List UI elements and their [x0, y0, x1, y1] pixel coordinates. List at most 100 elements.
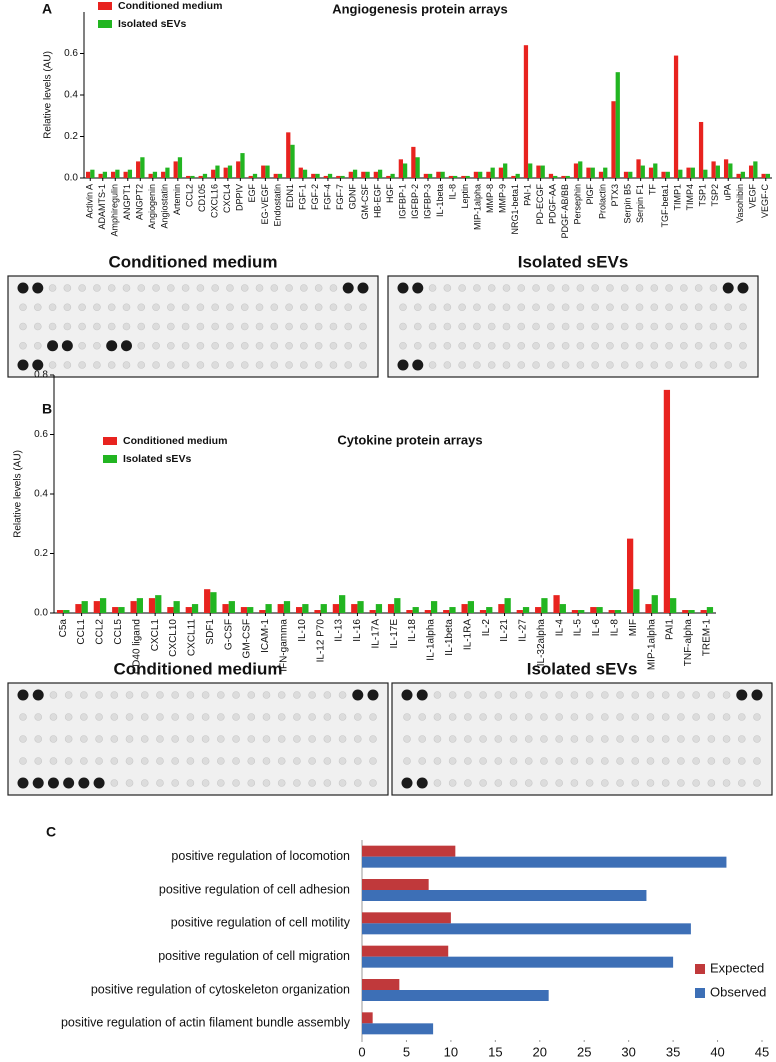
array-spot [300, 303, 308, 312]
y-tick-label: 0.2 [64, 131, 78, 142]
y-axis-label: Relative levels (AU) [13, 450, 24, 538]
bar [394, 598, 401, 613]
array-spot [201, 713, 210, 721]
bar [248, 175, 253, 178]
x-tick-label: ANGPT1 [122, 184, 132, 220]
array-spot [428, 361, 437, 369]
array-spot [620, 341, 629, 350]
bar [511, 175, 516, 178]
array-spot [620, 361, 629, 369]
array-spot [464, 691, 472, 699]
array-spot [217, 713, 225, 721]
array-spot [509, 735, 518, 743]
bar [311, 173, 316, 178]
array-spot [211, 284, 219, 292]
array-spot [737, 779, 746, 787]
array-spot [367, 689, 379, 701]
array-spot [125, 691, 134, 699]
x-tick-label: CXCL4 [222, 184, 232, 213]
array-spot [547, 284, 555, 292]
array-spot [34, 735, 43, 743]
bar [204, 589, 211, 613]
bar [703, 169, 708, 178]
array-spot [487, 303, 496, 312]
array-spot [631, 779, 640, 787]
bar [478, 171, 483, 178]
x-tick-label: IL-8 [610, 619, 621, 637]
array-spot [591, 341, 599, 350]
array-spot [680, 284, 688, 292]
x-tick-label: HB-EGF [372, 184, 382, 219]
array-spot [399, 322, 407, 331]
array-spot [494, 779, 503, 787]
array-spot [616, 691, 624, 699]
array-spot [635, 341, 644, 350]
array-spot [555, 735, 563, 743]
x-tick-label: PTX3 [610, 184, 620, 207]
array-spot [140, 779, 149, 787]
array-spot [186, 713, 195, 721]
array-spot [473, 322, 481, 331]
array-spot [186, 735, 195, 743]
array-spot [323, 779, 332, 787]
array-spot [591, 284, 599, 292]
array-spot [646, 691, 655, 699]
array-spot [680, 341, 688, 350]
array-spot [64, 713, 73, 721]
bar [265, 604, 272, 613]
category-label: positive regulation of cell migration [158, 949, 350, 963]
array-spot [64, 757, 73, 765]
bar [63, 610, 70, 613]
x-tick-label: TIMP4 [685, 184, 695, 211]
array-spot [323, 757, 332, 765]
bar [273, 173, 278, 178]
bar [252, 173, 258, 178]
array-spot [570, 691, 579, 699]
array-spot [448, 757, 457, 765]
array-spot [33, 303, 42, 312]
array-spot [211, 322, 219, 331]
bar [415, 157, 420, 178]
array-spot [646, 757, 655, 765]
x-tick-label: CD40 ligand [131, 619, 142, 674]
array-spot [344, 341, 353, 350]
array-spot [270, 322, 279, 331]
legend-label: Isolated sEVs [118, 18, 186, 30]
array-spot [524, 757, 533, 765]
array-spot [262, 691, 271, 699]
x-tick-label: TSP2 [710, 184, 720, 207]
array-spot [709, 284, 718, 292]
array-spot [494, 713, 503, 721]
bar [486, 607, 493, 613]
y-tick-label: 0.4 [64, 90, 78, 101]
array-spot [540, 713, 548, 721]
bar [645, 604, 652, 613]
array-spot [300, 341, 308, 350]
array-spot [661, 691, 670, 699]
array-spot [692, 691, 700, 699]
x-tick-label: FGF-7 [335, 184, 345, 210]
array-spot [314, 284, 323, 292]
array-spot [344, 361, 353, 369]
legend-label: Observed [710, 984, 766, 999]
array-spot [167, 341, 175, 350]
array-spot [211, 361, 219, 369]
array-spot [196, 361, 205, 369]
bar [453, 175, 458, 178]
x-tick-label: CXCL10 [168, 619, 179, 657]
array-spot [458, 303, 466, 312]
x-tick-label: Amphiregulin [110, 184, 120, 237]
array-spot [665, 341, 673, 350]
array-spot [737, 713, 746, 721]
bar [295, 607, 303, 613]
x-tick-label: 5 [403, 1044, 410, 1059]
array-spot [95, 757, 103, 765]
bar [615, 72, 620, 178]
bar [535, 607, 542, 613]
bar [515, 173, 520, 178]
y-tick-label: 0.6 [34, 429, 48, 440]
array-spot [576, 361, 585, 369]
array-spot [739, 322, 747, 331]
bar [362, 1012, 373, 1024]
bar [740, 171, 745, 178]
